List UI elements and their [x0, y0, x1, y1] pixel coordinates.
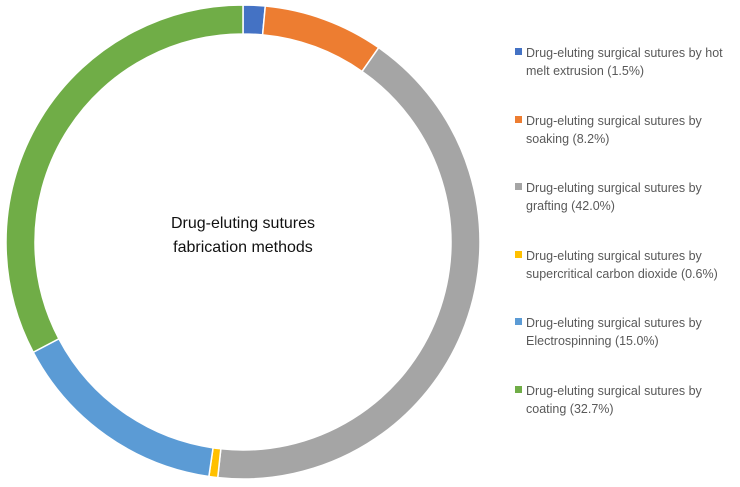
legend-label-0-line-0: Drug-eluting surgical sutures by hot	[526, 46, 723, 60]
legend-swatch-4	[515, 318, 522, 325]
legend-label-5: Drug-eluting surgical sutures by coating …	[526, 382, 738, 418]
legend-label-3-line-0: Drug-eluting surgical sutures by	[526, 248, 702, 263]
slice-5	[5, 4, 244, 354]
legend-label-1-line-0: Drug-eluting surgical sutures by	[526, 113, 702, 128]
legend-label-0-line-1: melt extrusion (1.5%)	[526, 64, 645, 78]
legend-label-2-line-1: grafting (42.0%)	[526, 199, 615, 213]
slice-4	[32, 337, 214, 478]
legend-label-4: Drug-eluting surgical sutures by Electros…	[526, 314, 738, 350]
legend-label-5-line-1: coating (32.7%)	[526, 401, 614, 416]
legend-label-2-line-0: Drug-eluting surgical sutures by	[526, 181, 702, 195]
legend-swatch-5	[515, 385, 522, 393]
legend-swatch-0	[515, 48, 522, 55]
slice-2	[216, 46, 481, 480]
legend-swatch-1	[515, 115, 522, 123]
legend-label-5-line-0: Drug-eluting surgical sutures by	[526, 383, 702, 398]
legend-label-0: Drug-eluting surgical sutures by hot melt…	[526, 44, 738, 80]
doughnut-center-label: Drug-eluting sutures fabrication methods	[118, 212, 368, 260]
legend-swatch-2	[515, 183, 522, 190]
slice-1	[261, 5, 380, 73]
slice-0	[242, 4, 267, 36]
legend-label-4-line-1: Electrospinning (15.0%)	[526, 334, 659, 348]
center-label-line-1: Drug-eluting sutures	[170, 215, 316, 232]
legend-label-2: Drug-eluting surgical sutures by grafting…	[526, 179, 738, 215]
legend-label-4-line-0: Drug-eluting surgical sutures by	[526, 316, 702, 330]
legend-label-1-line-1: soaking (8.2%)	[526, 131, 610, 146]
legend-label-1: Drug-eluting surgical sutures by soaking …	[526, 112, 738, 148]
legend-label-3-line-1: supercritical carbon dioxide (0.6%)	[526, 266, 718, 281]
center-label-line-2: fabrication methods	[173, 239, 313, 256]
legend-swatch-3	[515, 250, 522, 258]
legend-label-3: Drug-eluting surgical sutures by supercri…	[526, 247, 738, 283]
doughnut-slices	[5, 4, 481, 480]
